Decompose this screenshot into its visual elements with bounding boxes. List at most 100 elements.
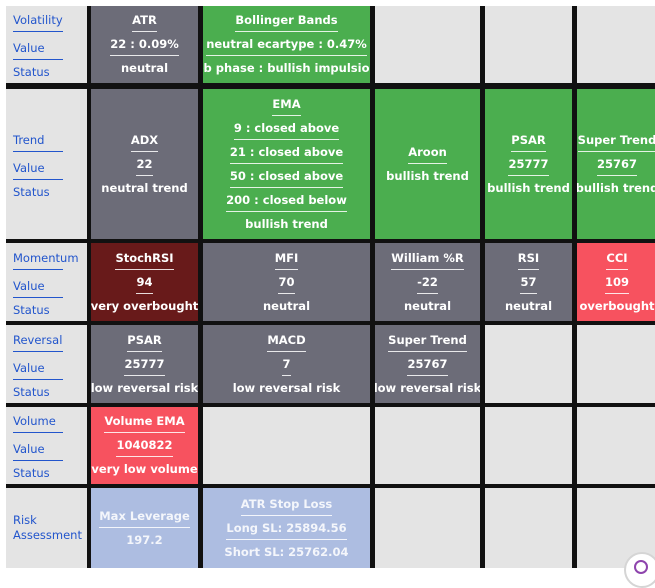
indicator-text: William %R — [391, 251, 464, 270]
indicator-text: bullish trend — [386, 168, 469, 183]
indicator-text: bb phase : bullish impulsion — [203, 61, 370, 75]
indicator-cell-bollinger-bands: Bollinger Bands neutral ecartype : 0.47% b… — [203, 6, 370, 83]
indicator-text: 25777 — [124, 357, 165, 376]
logo-icon[interactable] — [624, 552, 655, 588]
indicator-cell-super-trend-reversal: Super Trend 25767 low reversal risk — [375, 325, 480, 403]
indicator-text: bullish trend — [487, 180, 570, 195]
row-label-text: Status — [13, 384, 50, 399]
indicator-text: neutral — [403, 298, 452, 313]
indicator-text: bullish trend — [245, 216, 328, 231]
indicator-text: EMA — [272, 97, 301, 116]
indicator-cell-psar-trend: PSAR 25777 bullish trend — [485, 89, 572, 239]
indicator-text: Super Trend — [388, 333, 467, 352]
indicator-text: 1040822 — [116, 438, 173, 457]
indicator-text: MFI — [274, 251, 299, 270]
indicator-cell-empty — [203, 407, 370, 484]
row-label-text: Assessment — [13, 528, 82, 542]
indicator-text: neutral — [504, 298, 553, 313]
row-label-text: Status — [13, 466, 50, 480]
indicator-cell-atr: ATR 22 : 0.09% neutral — [91, 6, 198, 83]
indicator-text: 94 — [136, 275, 153, 294]
row-label-text: Reversal — [13, 333, 63, 352]
row-label-text: Value — [13, 161, 63, 180]
indicator-text: ATR Stop Loss — [240, 497, 333, 516]
row-label-volatility: Volatility Value Status — [6, 6, 87, 83]
indicator-text: PSAR — [127, 333, 162, 352]
indicator-cell-cci: CCI 109 overbought — [577, 243, 655, 321]
indicator-text: -22 — [417, 275, 438, 294]
indicator-text: StochRSI — [115, 251, 174, 270]
indicator-text: neutral ecartype : 0.47% — [206, 37, 367, 56]
row-label-text: Status — [13, 302, 50, 317]
row-label-text: Value — [13, 442, 63, 461]
row-label-reversal: Reversal Value Status — [6, 325, 87, 403]
indicator-cell-aroon: Aroon bullish trend — [375, 89, 480, 239]
row-label-text: Momentum — [13, 251, 79, 270]
indicator-text: 57 — [520, 275, 537, 294]
indicator-cell-empty — [577, 407, 655, 484]
indicator-text: low reversal risk — [375, 380, 480, 395]
indicator-cell-empty — [485, 407, 572, 484]
indicator-text: 25777 — [508, 157, 549, 176]
indicator-text: 22 — [136, 157, 153, 176]
indicator-text: ATR — [132, 13, 157, 32]
indicator-text: neutral — [262, 298, 311, 313]
indicator-cell-empty — [485, 325, 572, 403]
indicator-text: 70 — [278, 275, 295, 294]
indicator-text: 21 : closed above — [229, 145, 344, 164]
indicator-text: low reversal risk — [232, 380, 341, 395]
indicator-cell-empty — [577, 6, 655, 83]
indicator-cell-empty — [485, 6, 572, 83]
indicator-text: Bollinger Bands — [235, 13, 338, 32]
indicator-text: CCI — [606, 251, 628, 270]
indicator-cell-empty — [375, 488, 480, 568]
row-label-text: Value — [13, 41, 63, 60]
indicator-table: Volatility Value Status ATR 22 : 0.09% neutra… — [6, 6, 655, 568]
row-label-text: Status — [13, 65, 50, 79]
indicator-text: ADX — [130, 133, 159, 152]
indicator-cell-atr-stop-loss: ATR Stop Loss Long SL: 25894.56 Short SL: … — [203, 488, 370, 568]
indicator-cell-mfi: MFI 70 neutral — [203, 243, 370, 321]
indicator-cell-adx: ADX 22 neutral trend — [91, 89, 198, 239]
row-label-text: Value — [13, 279, 63, 298]
indicator-text: Super Trend — [577, 133, 655, 152]
row-label-momentum: Momentum Value Status — [6, 243, 87, 321]
indicator-text: overbought — [579, 298, 655, 313]
indicator-cell-volume-ema: Volume EMA 1040822 very low volume — [91, 407, 198, 484]
row-label-text: Volume — [13, 414, 63, 433]
indicator-cell-stochrsi: StochRSI 94 very overbought — [91, 243, 198, 321]
indicator-text: 25767 — [596, 157, 637, 176]
indicator-cell-max-leverage: Max Leverage 197.2 — [91, 488, 198, 568]
indicator-cell-macd: MACD 7 low reversal risk — [203, 325, 370, 403]
row-label-text: Value — [13, 361, 63, 380]
row-label-text: Status — [13, 184, 50, 199]
indicator-text: 200 : closed below — [226, 193, 347, 212]
row-label-text: Volatility — [13, 13, 63, 32]
row-label-trend: Trend Value Status — [6, 89, 87, 239]
indicator-text: low reversal risk — [91, 380, 198, 395]
indicator-text: 25767 — [407, 357, 448, 376]
row-label-text: Risk — [13, 513, 37, 527]
indicator-cell-empty — [375, 6, 480, 83]
row-label-volume: Volume Value Status — [6, 407, 87, 484]
row-label-risk: Risk Assessment — [6, 488, 87, 568]
row-label-text: Trend — [13, 133, 63, 152]
indicator-text: 50 : closed above — [229, 169, 344, 188]
indicator-text: Aroon — [408, 145, 447, 164]
indicator-text: very low volume — [91, 462, 198, 476]
indicator-cell-super-trend-trend: Super Trend 25767 bullish trend — [577, 89, 655, 239]
indicator-text: Short SL: 25762.04 — [224, 544, 349, 559]
indicator-text: neutral — [120, 61, 169, 75]
indicator-text: Long SL: 25894.56 — [226, 521, 347, 540]
indicator-text: 109 — [604, 275, 629, 294]
indicator-cell-psar-reversal: PSAR 25777 low reversal risk — [91, 325, 198, 403]
indicator-cell-empty — [485, 488, 572, 568]
indicator-text: 9 : closed above — [233, 121, 340, 140]
indicator-text: 7 — [282, 357, 291, 376]
indicator-text: very overbought — [91, 298, 198, 313]
indicator-cell-empty — [577, 325, 655, 403]
indicator-text: PSAR — [511, 133, 546, 152]
indicator-text: 197.2 — [126, 532, 163, 547]
indicator-text: Volume EMA — [104, 414, 185, 433]
indicator-text: bullish trend — [577, 180, 655, 195]
